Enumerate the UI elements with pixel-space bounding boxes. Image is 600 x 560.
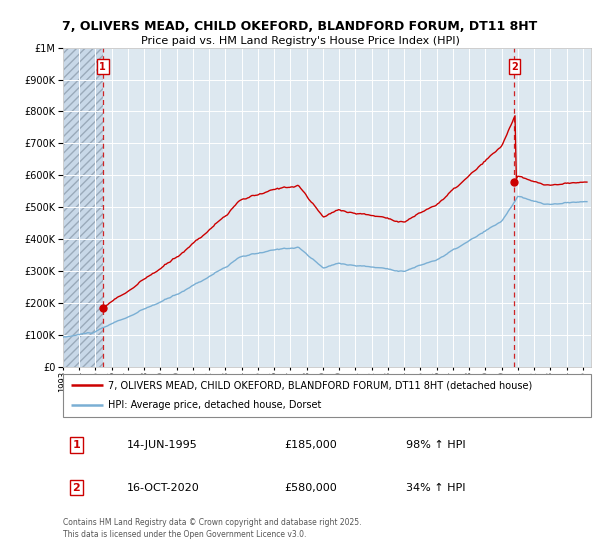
Text: 2: 2 [511, 62, 518, 72]
Text: 7, OLIVERS MEAD, CHILD OKEFORD, BLANDFORD FORUM, DT11 8HT (detached house): 7, OLIVERS MEAD, CHILD OKEFORD, BLANDFOR… [108, 380, 532, 390]
Text: 7, OLIVERS MEAD, CHILD OKEFORD, BLANDFORD FORUM, DT11 8HT: 7, OLIVERS MEAD, CHILD OKEFORD, BLANDFOR… [62, 20, 538, 32]
Text: 14-JUN-1995: 14-JUN-1995 [127, 440, 197, 450]
FancyBboxPatch shape [63, 374, 591, 417]
Text: 1: 1 [73, 440, 80, 450]
Text: 1: 1 [100, 62, 106, 72]
Text: 2: 2 [73, 483, 80, 493]
Text: Contains HM Land Registry data © Crown copyright and database right 2025.
This d: Contains HM Land Registry data © Crown c… [63, 518, 361, 539]
Text: £185,000: £185,000 [285, 440, 338, 450]
Text: 98% ↑ HPI: 98% ↑ HPI [406, 440, 466, 450]
Text: 16-OCT-2020: 16-OCT-2020 [127, 483, 199, 493]
Text: HPI: Average price, detached house, Dorset: HPI: Average price, detached house, Dors… [108, 400, 321, 410]
Text: £580,000: £580,000 [285, 483, 338, 493]
Text: Price paid vs. HM Land Registry's House Price Index (HPI): Price paid vs. HM Land Registry's House … [140, 36, 460, 46]
Text: 34% ↑ HPI: 34% ↑ HPI [406, 483, 466, 493]
